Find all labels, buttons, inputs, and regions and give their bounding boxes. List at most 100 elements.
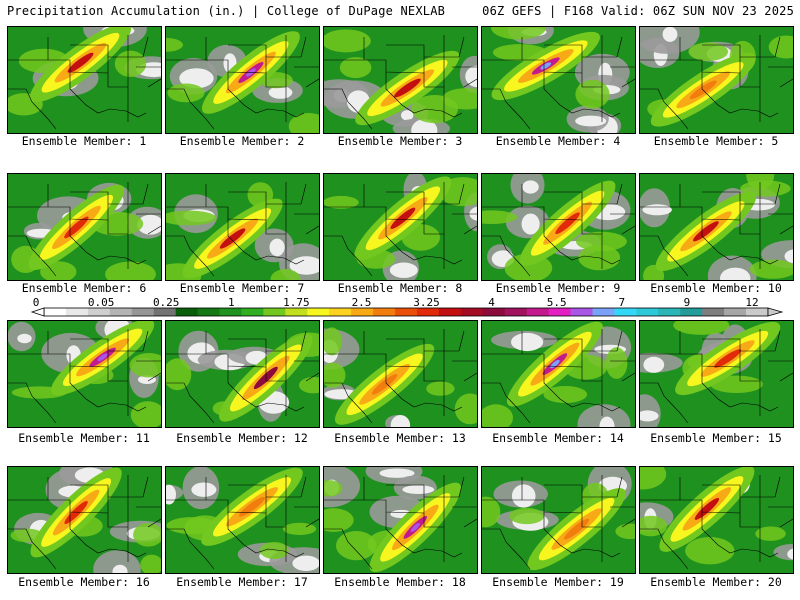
- state-border: [610, 476, 635, 528]
- ensemble-member-label: Ensemble Member: 13: [334, 431, 466, 445]
- precip-map-svg: [324, 174, 477, 280]
- ensemble-member-map: [323, 26, 478, 134]
- light-precip-area: [688, 42, 728, 61]
- ensemble-member-map: [639, 320, 794, 428]
- precip-band: [655, 191, 757, 271]
- dry-area-core: [379, 468, 415, 478]
- ensemble-member-label: Ensemble Member: 19: [492, 575, 624, 589]
- colorbar-swatch: [307, 308, 330, 316]
- ensemble-member-label: Ensemble Member: 3: [337, 134, 463, 148]
- ensemble-member-label: Ensemble Member: 7: [179, 281, 305, 295]
- colorbar-swatch: [153, 308, 177, 316]
- precip-band: [201, 467, 303, 546]
- state-border: [70, 329, 143, 416]
- ensemble-member-map: [481, 466, 636, 574]
- state-border: [294, 36, 319, 88]
- light-precip-area: [324, 327, 342, 356]
- colorbar-tick-label: 1.75: [283, 296, 310, 309]
- precip-band: [659, 467, 755, 552]
- light-precip-area: [509, 507, 545, 525]
- precip-band: [506, 321, 603, 407]
- ensemble-member-label: Ensemble Member: 10: [650, 281, 782, 295]
- light-precip-area: [482, 210, 518, 224]
- state-border: [452, 183, 477, 235]
- band-max-core: [692, 221, 719, 242]
- colorbar-tick-label: 0.25: [153, 296, 180, 309]
- precip-band: [369, 482, 462, 573]
- colorbar-swatch: [175, 308, 198, 316]
- light-precip-area: [575, 79, 610, 109]
- state-border: [324, 37, 425, 74]
- light-precip-area: [339, 57, 372, 79]
- state-border: [768, 183, 793, 235]
- dry-area-core: [643, 356, 665, 373]
- light-precip-area: [640, 515, 668, 537]
- ensemble-member-map: [7, 173, 162, 281]
- state-border: [768, 36, 793, 88]
- state-border: [640, 366, 779, 424]
- precip-map-svg: [324, 467, 477, 573]
- state-border: [228, 329, 301, 416]
- ensemble-member-map: [7, 466, 162, 574]
- light-precip-area: [749, 259, 793, 279]
- colorbar-tick-label: 1: [228, 296, 235, 309]
- colorbar-swatch: [351, 308, 374, 316]
- state-border: [482, 184, 583, 221]
- precip-band: [29, 27, 132, 102]
- dry-area-core: [787, 548, 793, 560]
- state-border: [8, 219, 147, 277]
- ensemble-member-label: Ensemble Member: 9: [495, 281, 621, 295]
- dry-area-core: [289, 256, 319, 275]
- band-max-core: [714, 349, 742, 368]
- state-border: [544, 475, 617, 562]
- colorbar-swatch: [504, 308, 528, 316]
- precip-band: [354, 176, 452, 261]
- precip-map-svg: [482, 467, 635, 573]
- light-precip-area: [299, 377, 319, 394]
- light-precip-area: [282, 522, 317, 535]
- state-border: [294, 330, 319, 382]
- state-border: [324, 72, 463, 130]
- state-border: [640, 72, 779, 130]
- dry-area-core: [465, 65, 477, 88]
- state-border: [768, 476, 793, 528]
- colorbar-swatch: [65, 308, 89, 316]
- light-precip-area: [755, 526, 786, 541]
- state-border: [640, 477, 741, 514]
- state-border: [324, 331, 425, 368]
- ensemble-member-map: [7, 320, 162, 428]
- dry-area-core: [720, 267, 751, 280]
- precip-band: [30, 467, 122, 558]
- state-border: [640, 512, 779, 570]
- state-border: [482, 37, 583, 74]
- ensemble-member-map: [323, 466, 478, 574]
- colorbar-swatch: [482, 308, 506, 316]
- colorbar-swatch: [416, 308, 440, 316]
- colorbar-swatch: [548, 308, 571, 316]
- state-border: [8, 366, 147, 424]
- dry-area-core: [269, 238, 285, 257]
- state-border: [8, 331, 109, 368]
- precip-band: [334, 343, 435, 425]
- colorbar-swatch: [526, 308, 550, 316]
- precip-map-svg: [166, 321, 319, 427]
- colorbar-tick-label: 5.5: [547, 296, 567, 309]
- precip-colorbar: 0 0.05 0.25 1 1.75 2.5 3.25 4 5.5 7 9 12: [30, 296, 784, 317]
- state-border: [136, 330, 161, 382]
- colorbar-swatch: [109, 308, 133, 316]
- state-border: [8, 37, 109, 74]
- colorbar-swatch: [592, 308, 615, 316]
- light-precip-area: [133, 523, 161, 547]
- colorbar-tick-label: 0: [33, 296, 40, 309]
- state-border: [640, 37, 741, 74]
- state-border: [482, 366, 621, 424]
- precip-map-svg: [482, 27, 635, 133]
- colorbar-swatch: [636, 308, 659, 316]
- state-border: [768, 330, 793, 382]
- ensemble-member-label: Ensemble Member: 4: [495, 134, 621, 148]
- ensemble-member-map: [165, 173, 320, 281]
- dry-area-core: [390, 415, 411, 427]
- state-border: [228, 182, 301, 269]
- state-border: [702, 329, 775, 416]
